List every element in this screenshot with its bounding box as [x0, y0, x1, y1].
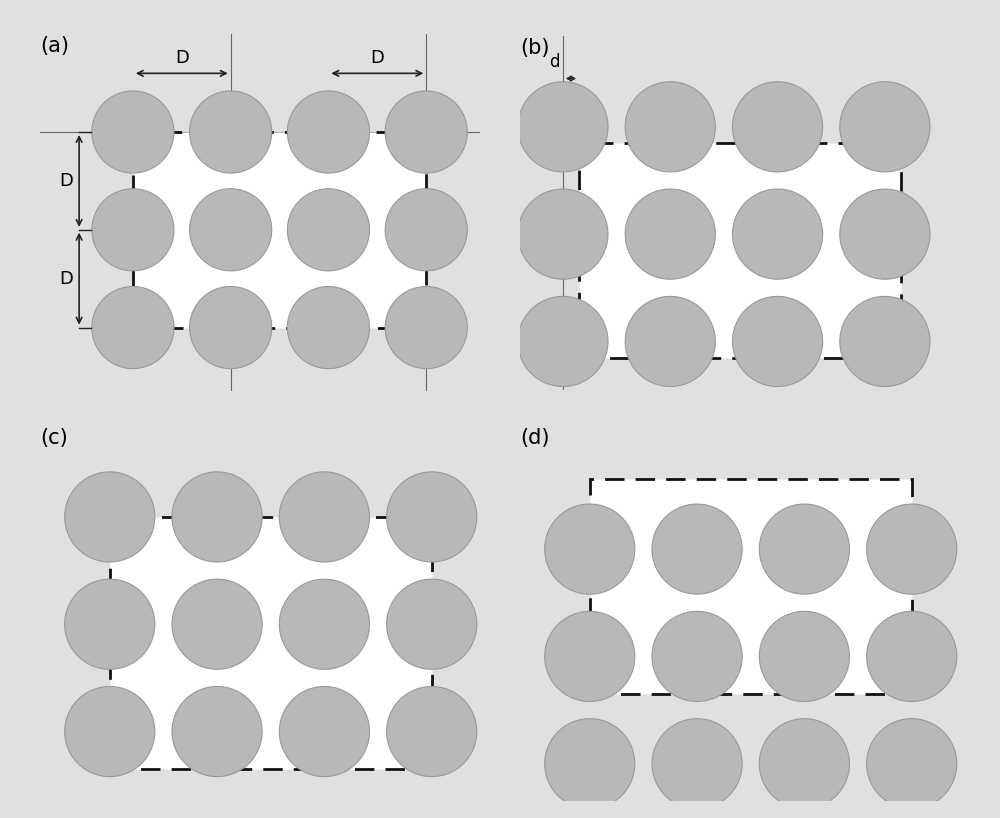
Circle shape: [840, 82, 930, 172]
Text: D: D: [59, 172, 73, 190]
Circle shape: [387, 686, 477, 776]
Circle shape: [287, 286, 370, 369]
Circle shape: [385, 91, 467, 173]
Circle shape: [279, 472, 369, 562]
Circle shape: [279, 579, 369, 669]
Circle shape: [92, 91, 174, 173]
Circle shape: [518, 82, 608, 172]
Circle shape: [190, 189, 272, 271]
Circle shape: [287, 91, 370, 173]
Circle shape: [652, 611, 742, 702]
Circle shape: [652, 504, 742, 594]
Text: (c): (c): [40, 428, 68, 447]
Text: d: d: [549, 53, 560, 71]
Text: (b): (b): [520, 38, 550, 58]
Circle shape: [190, 91, 272, 173]
Bar: [590, 479, 912, 694]
Circle shape: [840, 296, 930, 387]
Circle shape: [625, 296, 715, 387]
Circle shape: [867, 504, 957, 594]
Circle shape: [759, 504, 849, 594]
Circle shape: [387, 579, 477, 669]
Circle shape: [867, 611, 957, 702]
Circle shape: [545, 611, 635, 702]
Circle shape: [172, 472, 262, 562]
Circle shape: [518, 296, 608, 387]
Text: D: D: [59, 270, 73, 288]
Text: (d): (d): [520, 428, 550, 447]
Circle shape: [65, 686, 155, 776]
Circle shape: [732, 82, 823, 172]
Text: D: D: [175, 48, 189, 66]
Circle shape: [759, 719, 849, 809]
Circle shape: [840, 189, 930, 279]
Circle shape: [652, 719, 742, 809]
Circle shape: [387, 472, 477, 562]
Circle shape: [287, 189, 370, 271]
Circle shape: [190, 286, 272, 369]
Circle shape: [732, 296, 823, 387]
Circle shape: [65, 579, 155, 669]
Circle shape: [759, 611, 849, 702]
Circle shape: [172, 686, 262, 776]
Text: D: D: [370, 48, 384, 66]
Text: (a): (a): [40, 36, 69, 56]
Circle shape: [518, 189, 608, 279]
Bar: [110, 517, 432, 769]
Bar: [579, 143, 901, 357]
Circle shape: [279, 686, 369, 776]
Circle shape: [92, 189, 174, 271]
Circle shape: [172, 579, 262, 669]
Bar: [133, 132, 426, 327]
Circle shape: [867, 719, 957, 809]
Circle shape: [92, 286, 174, 369]
Circle shape: [625, 189, 715, 279]
Circle shape: [385, 286, 467, 369]
Circle shape: [545, 719, 635, 809]
Circle shape: [625, 82, 715, 172]
Circle shape: [545, 504, 635, 594]
Circle shape: [385, 189, 467, 271]
Circle shape: [732, 189, 823, 279]
Circle shape: [65, 472, 155, 562]
